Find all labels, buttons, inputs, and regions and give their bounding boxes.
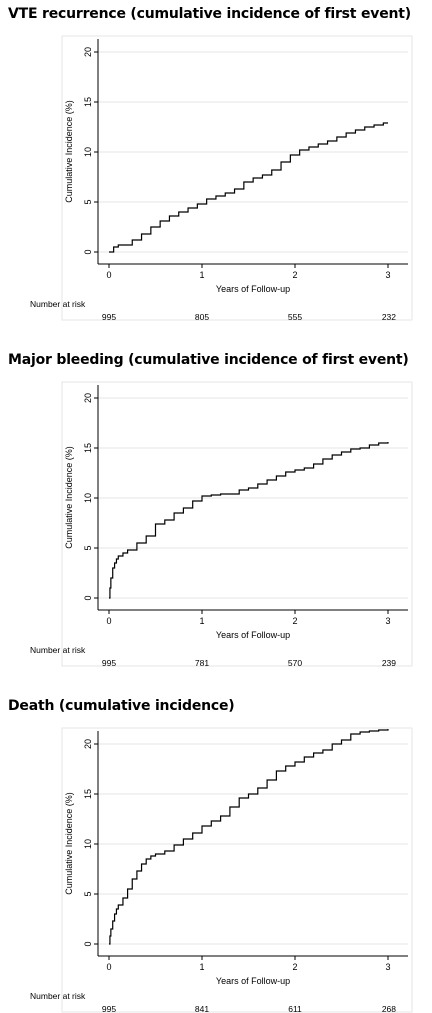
x-axis-label: Years of Follow-up bbox=[216, 284, 290, 294]
chart-frame bbox=[61, 381, 413, 667]
x-tick-label: 2 bbox=[292, 270, 297, 280]
y-tick-label: 10 bbox=[83, 493, 93, 503]
x-tick-label: 3 bbox=[385, 270, 390, 280]
chart-title: VTE recurrence (cumulative incidence of … bbox=[8, 6, 411, 22]
risk-value: 995 bbox=[102, 312, 116, 322]
y-axis-label: Cumulative Incidence (%) bbox=[64, 100, 74, 203]
chart-panel-vte: VTE recurrence (cumulative incidence of … bbox=[0, 6, 432, 324]
risk-value: 995 bbox=[102, 658, 116, 668]
risk-label: Number at risk bbox=[30, 991, 86, 1001]
y-tick-label: 5 bbox=[83, 891, 93, 896]
y-tick-label: 10 bbox=[83, 147, 93, 157]
risk-value: 268 bbox=[382, 1004, 396, 1013]
x-axis-label: Years of Follow-up bbox=[216, 976, 290, 986]
chart-frame bbox=[61, 727, 413, 1013]
y-tick-label: 0 bbox=[83, 249, 93, 254]
series-line bbox=[109, 729, 389, 945]
x-tick-label: 3 bbox=[385, 962, 390, 972]
x-tick-label: 2 bbox=[292, 616, 297, 626]
risk-label: Number at risk bbox=[30, 299, 86, 309]
y-tick-label: 20 bbox=[83, 393, 93, 403]
risk-value: 841 bbox=[195, 1004, 209, 1013]
x-tick-label: 3 bbox=[385, 616, 390, 626]
risk-value: 805 bbox=[195, 312, 209, 322]
risk-value: 781 bbox=[195, 658, 209, 668]
risk-label: Number at risk bbox=[30, 645, 86, 655]
x-tick-label: 0 bbox=[106, 616, 111, 626]
risk-value: 555 bbox=[288, 312, 302, 322]
y-tick-label: 0 bbox=[83, 595, 93, 600]
series-line bbox=[109, 442, 389, 599]
x-tick-label: 0 bbox=[106, 962, 111, 972]
x-tick-label: 1 bbox=[199, 270, 204, 280]
chart-title: Major bleeding (cumulative incidence of … bbox=[8, 352, 409, 368]
x-axis-label: Years of Follow-up bbox=[216, 630, 290, 640]
risk-value: 611 bbox=[288, 1004, 302, 1013]
y-tick-label: 20 bbox=[83, 739, 93, 749]
y-tick-label: 15 bbox=[83, 443, 93, 453]
risk-value: 995 bbox=[102, 1004, 116, 1013]
y-tick-label: 0 bbox=[83, 941, 93, 946]
x-tick-label: 2 bbox=[292, 962, 297, 972]
risk-value: 232 bbox=[382, 312, 396, 322]
y-tick-label: 15 bbox=[83, 789, 93, 799]
chart-panel-major-bleeding: Major bleeding (cumulative incidence of … bbox=[0, 352, 432, 670]
risk-value: 239 bbox=[382, 658, 396, 668]
y-tick-label: 20 bbox=[83, 47, 93, 57]
y-tick-label: 5 bbox=[83, 199, 93, 204]
chart-svg: 0 5 10 15 20 0 1 2 3 Cumulative Incidence (%) Year… bbox=[30, 35, 413, 322]
chart-title: Death (cumulative incidence) bbox=[8, 698, 235, 714]
x-tick-label: 0 bbox=[106, 270, 111, 280]
y-tick-label: 15 bbox=[83, 97, 93, 107]
y-tick-label: 10 bbox=[83, 839, 93, 849]
y-axis-label: Cumulative Incidence (%) bbox=[64, 792, 74, 895]
y-tick-label: 5 bbox=[83, 545, 93, 550]
chart-frame bbox=[61, 35, 413, 321]
risk-value: 570 bbox=[288, 658, 302, 668]
x-tick-label: 1 bbox=[199, 616, 204, 626]
chart-svg: 0 5 10 15 20 0 1 2 3 Cumulative Incidence (%) Year… bbox=[30, 727, 413, 1013]
series-line bbox=[109, 122, 388, 253]
chart-svg: 0 5 10 15 20 0 1 2 3 Cumulative Incidence (%) Year… bbox=[30, 381, 413, 668]
y-axis-label: Cumulative Incidence (%) bbox=[64, 446, 74, 549]
x-tick-label: 1 bbox=[199, 962, 204, 972]
chart-panel-death: Death (cumulative incidence) 0 5 10 15 20 0 1 2… bbox=[0, 698, 432, 1013]
